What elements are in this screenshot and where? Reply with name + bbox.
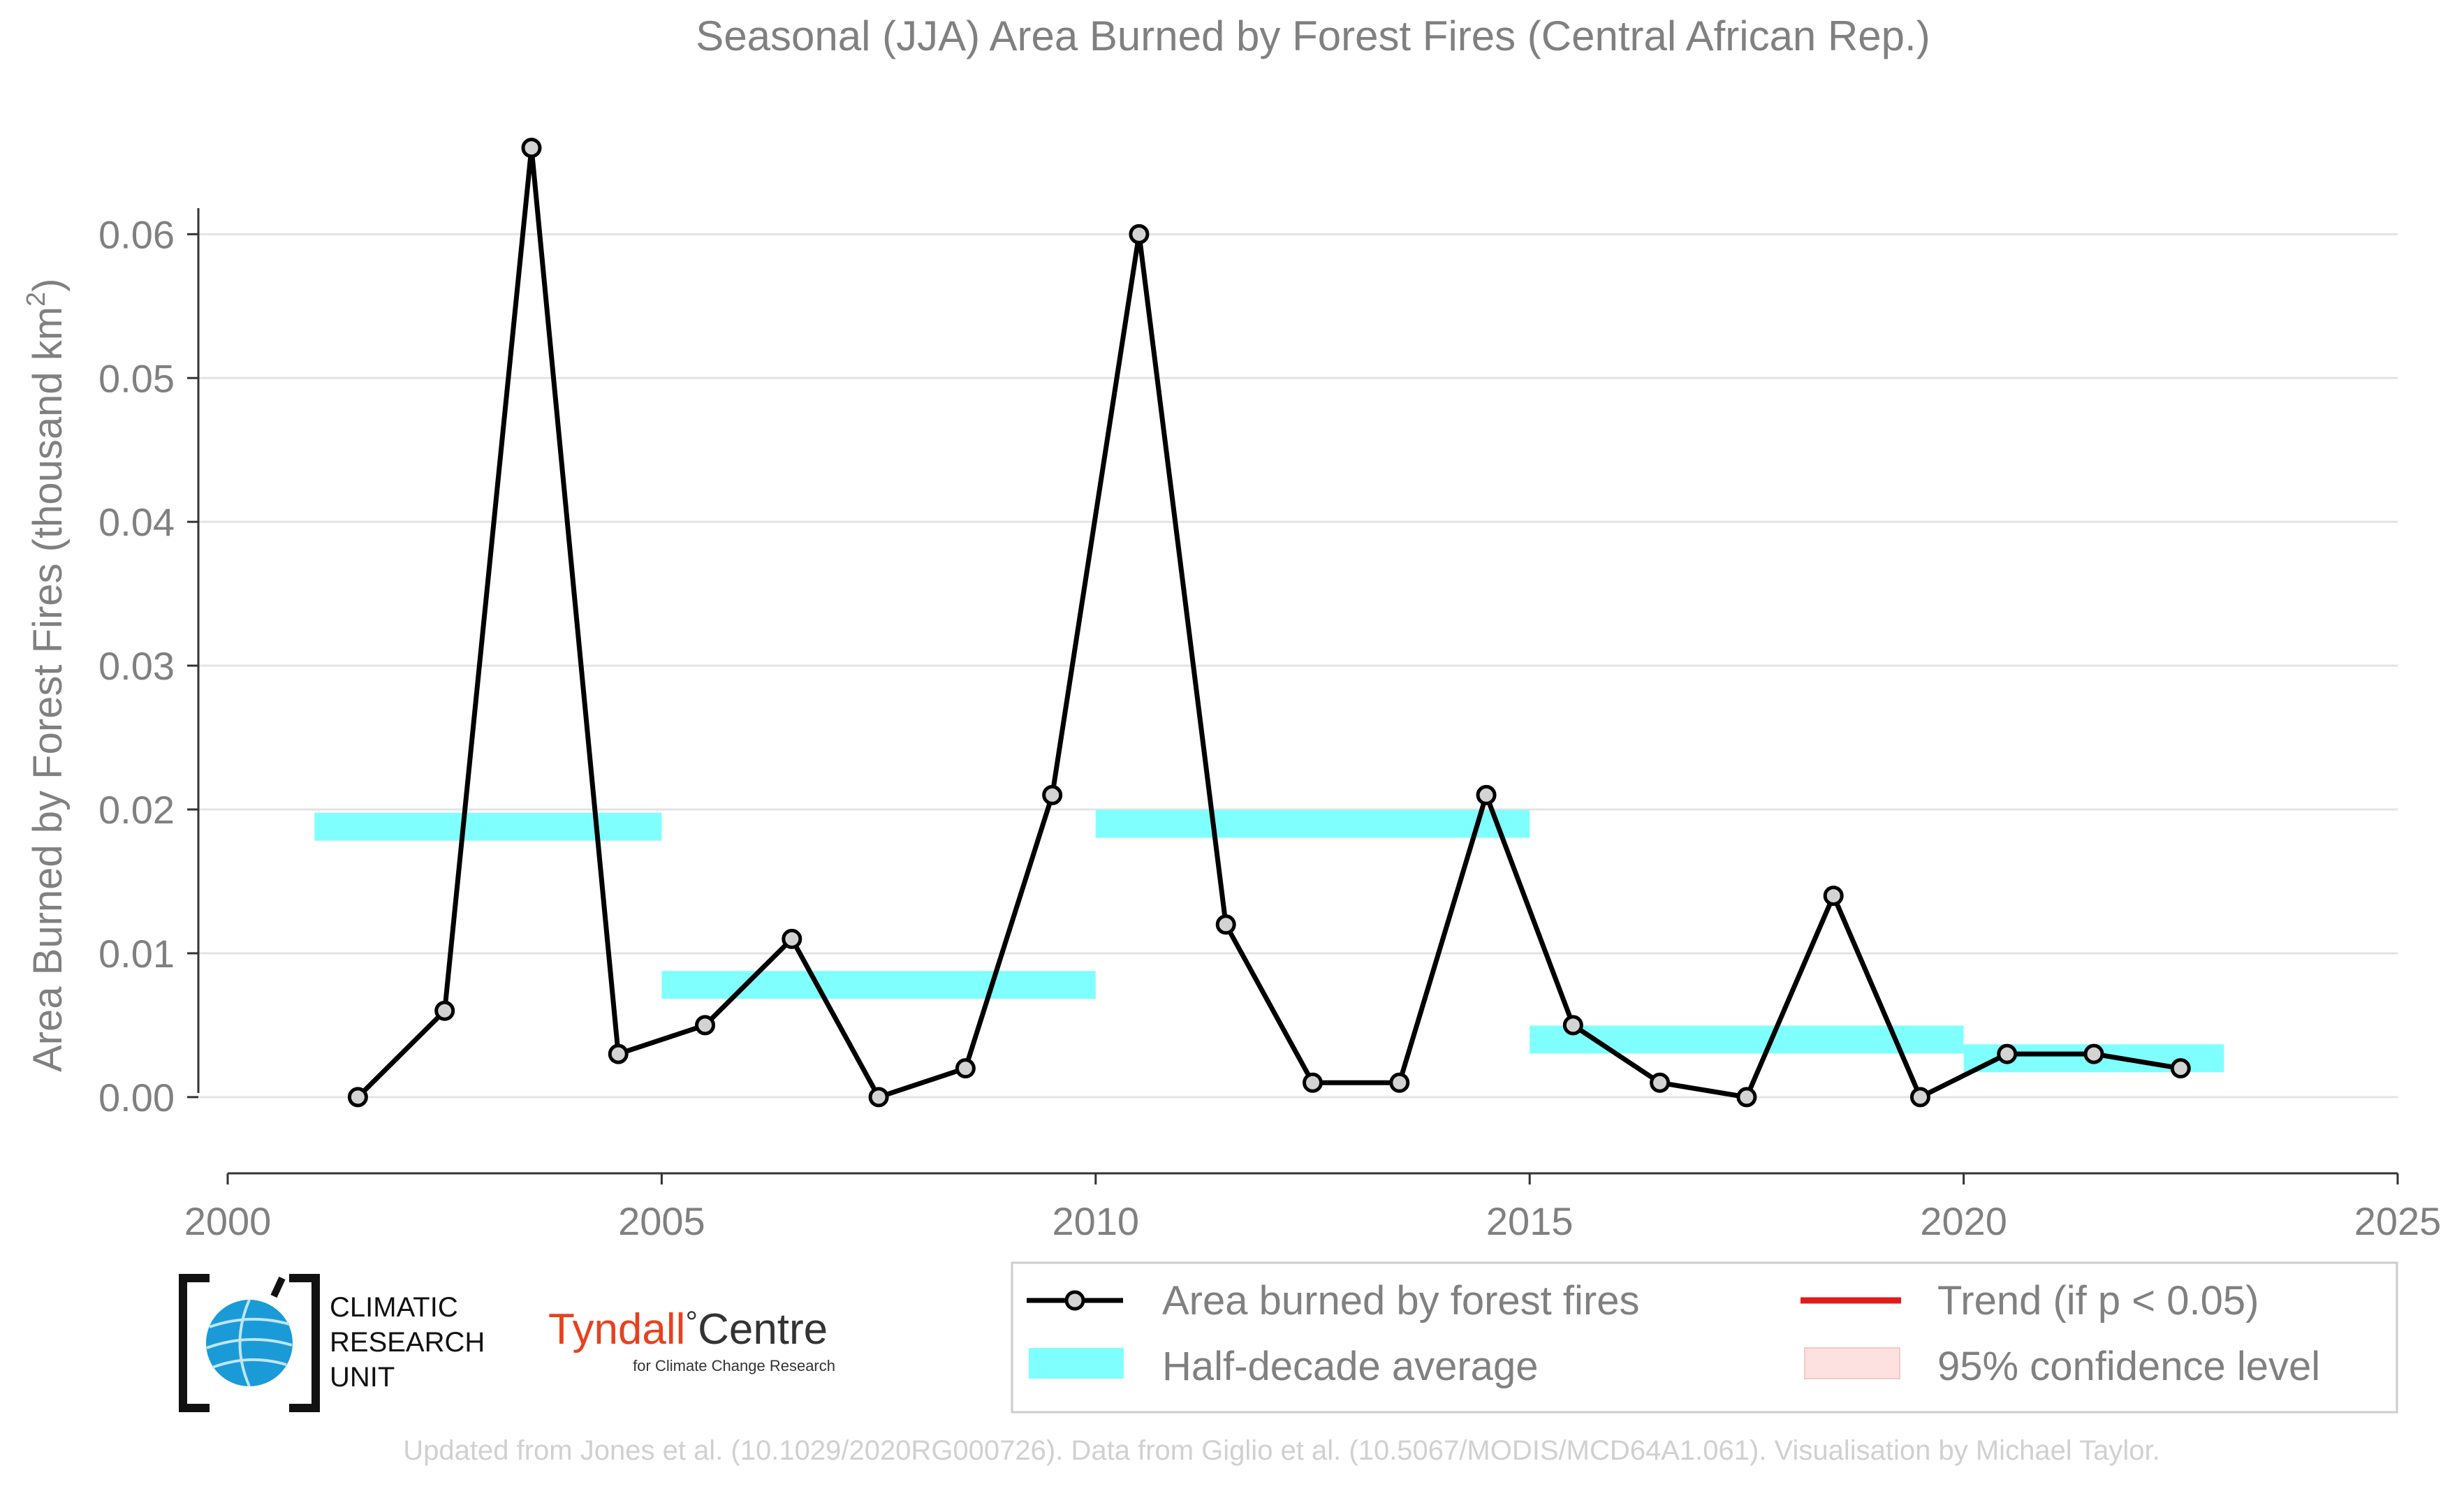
y-axis-label-main: Area Burned by Forest Fires (thousand km xyxy=(25,307,71,1072)
grid-lines xyxy=(198,233,2398,1099)
y-axis-label: Area Burned by Forest Fires (thousand km… xyxy=(22,279,71,1073)
data-point-16 xyxy=(1736,1087,1757,1108)
data-point-7 xyxy=(955,1058,976,1079)
data-point-1 xyxy=(434,1000,455,1021)
data-point-3 xyxy=(608,1043,629,1064)
cru-logo-line-2: RESEARCH xyxy=(330,1327,485,1358)
tyndall-logo-degree: ° xyxy=(685,1305,698,1340)
legend-label-area-burned: Area burned by forest fires xyxy=(1162,1278,1639,1323)
footer-credit: Updated from Jones et al. (10.1029/2020R… xyxy=(403,1435,2159,1466)
legend-swatch-marker xyxy=(1064,1290,1085,1311)
data-point-18 xyxy=(1909,1087,1930,1108)
data-point-9 xyxy=(1129,223,1150,244)
data-point-17 xyxy=(1823,886,1844,907)
half-decade-band-2 xyxy=(1095,809,1530,838)
data-point-14 xyxy=(1562,1015,1583,1036)
data-point-13 xyxy=(1476,784,1497,805)
legend-swatch-confidence xyxy=(1804,1347,1900,1379)
data-point-2 xyxy=(521,138,542,159)
x-tick-label-1: 2005 xyxy=(618,1199,705,1243)
series-area-burned xyxy=(347,138,2191,1108)
tyndall-logo-title: Tyndall°Centre xyxy=(548,1305,828,1354)
half-decade-band-1 xyxy=(661,971,1096,999)
axes xyxy=(197,208,2398,1175)
globe-icon-latitude-3 xyxy=(212,1358,287,1369)
cru-logo: CLIMATIC RESEARCH UNIT xyxy=(179,1274,485,1412)
data-point-5 xyxy=(782,928,802,949)
y-tick-label-0: 0.00 xyxy=(98,1076,175,1120)
y-tick-label-4: 0.04 xyxy=(98,500,175,544)
legend-label-confidence: 95% confidence level xyxy=(1937,1344,2320,1389)
tick-labels: 0.00 0.01 0.02 0.03 0.04 0.05 0.06 2000 2005 2010… xyxy=(98,212,2441,1243)
data-point-21 xyxy=(2170,1058,2191,1079)
data-point-10 xyxy=(1215,914,1236,935)
data-point-20 xyxy=(2083,1043,2104,1064)
cru-logo-bracket-right xyxy=(289,1274,320,1412)
y-tick-label-2: 0.02 xyxy=(98,788,175,832)
chart-title: Seasonal (JJA) Area Burned by Forest Fir… xyxy=(696,13,1930,59)
cru-logo-line-1: CLIMATIC xyxy=(330,1292,458,1323)
data-point-4 xyxy=(695,1015,716,1036)
data-point-15 xyxy=(1650,1072,1671,1093)
data-point-11 xyxy=(1303,1072,1323,1093)
data-point-8 xyxy=(1042,784,1063,805)
data-point-6 xyxy=(868,1087,889,1108)
y-tick-label-5: 0.05 xyxy=(98,356,175,400)
legend-label-trend: Trend (if p < 0.05) xyxy=(1937,1278,2259,1323)
y-axis-label-suffix: ) xyxy=(25,279,71,292)
x-tick-label-3: 2015 xyxy=(1486,1199,1574,1243)
cru-logo-bracket-notch xyxy=(270,1276,286,1298)
cru-logo-bracket-left xyxy=(179,1274,210,1412)
data-point-0 xyxy=(347,1087,368,1108)
data-point-19 xyxy=(1997,1043,2018,1064)
legend: Area burned by forest fires Trend (if p … xyxy=(1011,1261,2398,1414)
tyndall-logo-subtitle: for Climate Change Research xyxy=(633,1357,835,1374)
y-tick-label-1: 0.01 xyxy=(98,932,175,976)
legend-label-half-decade: Half-decade average xyxy=(1162,1344,1538,1389)
cru-logo-line-3: UNIT xyxy=(330,1362,395,1393)
legend-box xyxy=(1011,1261,2398,1414)
half-decade-band-0 xyxy=(314,812,662,841)
globe-icon-meridian xyxy=(238,1299,251,1387)
tyndall-logo: Tyndall°Centre for Climate Change Resear… xyxy=(548,1305,835,1374)
x-tick-label-2: 2010 xyxy=(1053,1199,1140,1243)
legend-swatch-half-decade xyxy=(1029,1348,1124,1379)
y-tick-label-3: 0.03 xyxy=(98,644,175,688)
x-tick-label-0: 2000 xyxy=(184,1199,272,1243)
series-line-area-burned xyxy=(355,145,2181,1100)
globe-icon-latitude-2 xyxy=(206,1337,293,1349)
tyndall-logo-name: Tyndall xyxy=(548,1305,685,1354)
x-tick-label-4: 2020 xyxy=(1920,1199,2007,1243)
globe-icon-latitude-1 xyxy=(209,1317,290,1328)
data-point-12 xyxy=(1389,1072,1410,1093)
y-axis-label-superscript: 2 xyxy=(22,292,51,307)
x-tick-label-5: 2025 xyxy=(2354,1199,2442,1243)
tyndall-logo-centre: Centre xyxy=(698,1305,828,1354)
y-tick-label-6: 0.06 xyxy=(98,212,175,256)
